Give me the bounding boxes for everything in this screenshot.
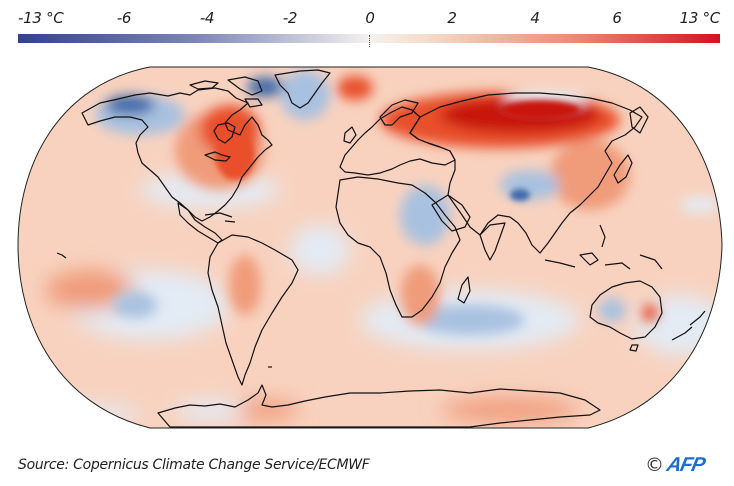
coastline-south-america — [207, 234, 299, 386]
coastline-greenland — [274, 69, 331, 109]
coastline-antarctica — [157, 384, 601, 428]
coastline-north-america — [81, 87, 273, 222]
anomaly-region-canadian-arctic-cold — [247, 77, 283, 97]
copyright-symbol: © — [645, 454, 664, 476]
coastline-hawaii — [56, 252, 67, 259]
legend-tick-label: -13 °C — [18, 9, 64, 27]
coastline-madagascar — [457, 276, 471, 304]
coastline-scandinavia — [379, 99, 419, 126]
anomaly-region-eastern-australia-warm — [642, 304, 658, 322]
coastline-arabia — [431, 194, 471, 232]
anomaly-region-weddell-cool — [175, 400, 245, 420]
anomaly-region-pacific-cool-core — [113, 292, 157, 318]
source-credit: Source: Copernicus Climate Change Servic… — [18, 457, 370, 473]
anomaly-region-sahara-cool — [400, 185, 450, 245]
legend-tick-label: -4 — [199, 9, 215, 27]
anomaly-region-antarctica-warm — [440, 398, 580, 422]
anomaly-region-southern-africa-warm — [400, 265, 440, 325]
anomaly-region-central-asia-cool — [500, 170, 560, 200]
coastline-africa — [335, 176, 461, 318]
afp-logo: AFP — [664, 453, 707, 476]
anomaly-region-indian-ocean-cool-core — [415, 305, 525, 335]
anomaly-region-greenland-cool — [280, 70, 330, 120]
map-fill-layer — [18, 67, 722, 428]
coastline-great-lakes — [204, 151, 231, 162]
anomaly-region-western-australia-cool — [598, 298, 626, 322]
anomaly-region-tasman-cool — [635, 295, 722, 355]
anomaly-region-central-siberia-peak — [500, 100, 580, 120]
legend-tick-label: 13 °C — [679, 9, 721, 27]
temperature-legend: -13 °C -6 -4 -2 0 2 4 6 13 °C — [0, 0, 734, 50]
legend-tick-label: -6 — [116, 9, 132, 27]
colorbar-zero-marker — [369, 35, 371, 47]
coastline-india — [479, 222, 506, 261]
anomaly-region-ross-cool — [20, 405, 140, 425]
anomaly-region-east-asia-warm — [550, 140, 630, 210]
coastline-kamchatka — [629, 106, 649, 134]
agency-credit: © AFP — [645, 453, 707, 477]
coastline-australia — [589, 280, 663, 340]
map-outline — [17, 66, 723, 429]
coastline-tasmania — [629, 344, 639, 352]
coastline-hudson-bay — [213, 122, 236, 144]
temperature-anomaly-map — [17, 66, 723, 429]
legend-tick-label: 4 — [530, 9, 540, 27]
coastline-asia — [409, 92, 643, 254]
legend-tick-label: 2 — [447, 9, 457, 27]
legend-tick-label: 6 — [612, 9, 622, 27]
anomaly-region-tibet-cold — [510, 189, 530, 201]
anomaly-region-svalbard-warm — [337, 76, 373, 100]
coastlines — [56, 69, 706, 428]
anomaly-region-atlantic-cool — [290, 225, 350, 275]
world-map — [0, 55, 734, 435]
coastline-arctic-islands — [189, 76, 263, 108]
anomaly-region-pacific-warm — [45, 270, 135, 310]
coastline-indonesia — [544, 252, 663, 270]
anomaly-region-south-america-warm — [229, 255, 261, 315]
coastline-caribbean — [204, 212, 236, 223]
legend-tick-label: -2 — [282, 9, 298, 27]
coastline-philippines — [599, 224, 606, 248]
anomaly-region-alaska-core — [105, 95, 155, 115]
coastline-japan — [613, 154, 633, 184]
anomaly-region-north-pacific-neutral — [680, 197, 720, 213]
coastline-british-isles — [343, 126, 357, 144]
coastline-new-zealand — [671, 310, 706, 341]
legend-tick-label: 0 — [365, 9, 375, 27]
